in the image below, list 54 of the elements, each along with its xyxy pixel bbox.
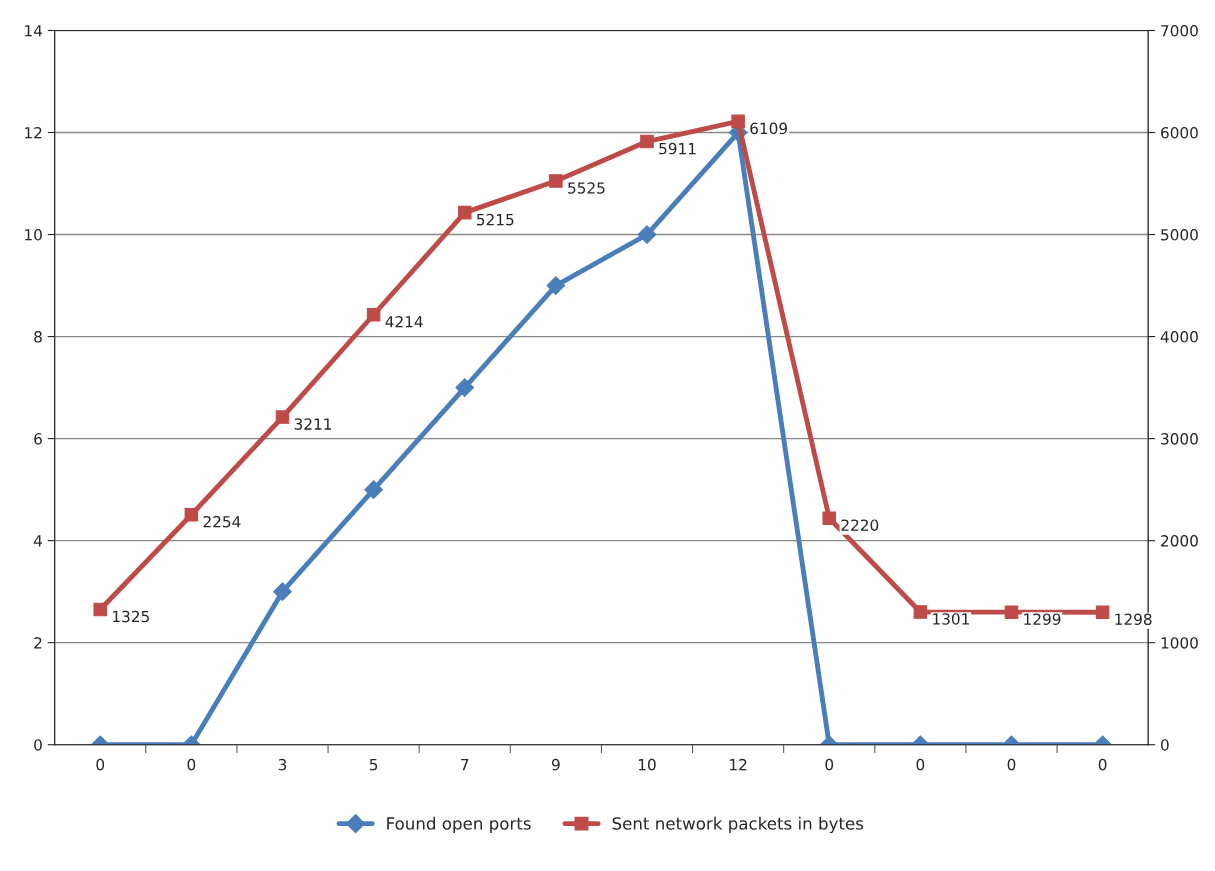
data-label: 4214 <box>385 315 423 328</box>
x-tick-label: 0 <box>1007 758 1016 771</box>
y-tick-label: 8 <box>34 331 42 343</box>
y-tick-label: 12 <box>25 126 42 139</box>
point <box>913 605 928 619</box>
y2-tick-label: 0 <box>1160 739 1169 751</box>
x-tick-label: 0 <box>96 758 105 771</box>
point <box>457 205 472 220</box>
y2-tick-label: 2000 <box>1161 535 1198 547</box>
x-tick-label: 0 <box>187 758 196 771</box>
x-tick-label: 0 <box>825 758 834 771</box>
y2-tick-label: 3000 <box>1161 433 1198 445</box>
x-tick-label: 7 <box>461 759 469 771</box>
point <box>366 307 381 322</box>
point <box>1004 605 1019 619</box>
point <box>1095 605 1110 620</box>
y-tick-label: 14 <box>25 25 43 37</box>
y2-tick-label: 4000 <box>1160 331 1198 343</box>
data-label: 1299 <box>1024 613 1061 625</box>
data-label: 5911 <box>659 142 696 155</box>
y-tick-label: 4 <box>33 535 43 547</box>
data-label: 2254 <box>203 515 241 528</box>
data-label: 1301 <box>933 613 969 625</box>
y2-tick-label: 1000 <box>1161 637 1198 649</box>
y-tick-label: 0 <box>34 739 42 751</box>
y-tick-label: 10 <box>25 229 42 241</box>
x-tick-label: 12 <box>730 758 747 771</box>
x-tick-label: 0 <box>1098 758 1107 771</box>
x-tick-label: 5 <box>369 759 378 771</box>
y2-tick-label: 6000 <box>1161 126 1198 139</box>
y2-tick-label: 7000 <box>1161 24 1198 37</box>
data-label: 5525 <box>568 182 605 194</box>
point <box>640 134 654 149</box>
x-tick-label: 10 <box>638 758 656 771</box>
y2-tick-label: 5000 <box>1161 229 1198 241</box>
point <box>93 602 108 617</box>
point <box>731 114 745 129</box>
x-tick-label: 9 <box>551 758 560 771</box>
data-label: 2220 <box>841 519 879 531</box>
data-label: 1325 <box>113 610 149 623</box>
data-label: 1298 <box>1115 613 1152 626</box>
legend-label: Sent network packets in bytes <box>612 816 864 833</box>
y-tick-label: 2 <box>34 637 42 649</box>
x-tick-label: 3 <box>278 758 287 771</box>
data-label: 5215 <box>477 213 514 226</box>
point <box>549 174 563 188</box>
point <box>184 507 199 522</box>
data-label: 6109 <box>750 122 788 135</box>
point <box>275 410 290 424</box>
point <box>822 511 837 525</box>
data-label: 3211 <box>294 418 332 430</box>
y-tick-label: 6 <box>34 433 42 445</box>
legend-label: Found open ports <box>387 816 531 833</box>
x-tick-label: 0 <box>916 758 925 771</box>
